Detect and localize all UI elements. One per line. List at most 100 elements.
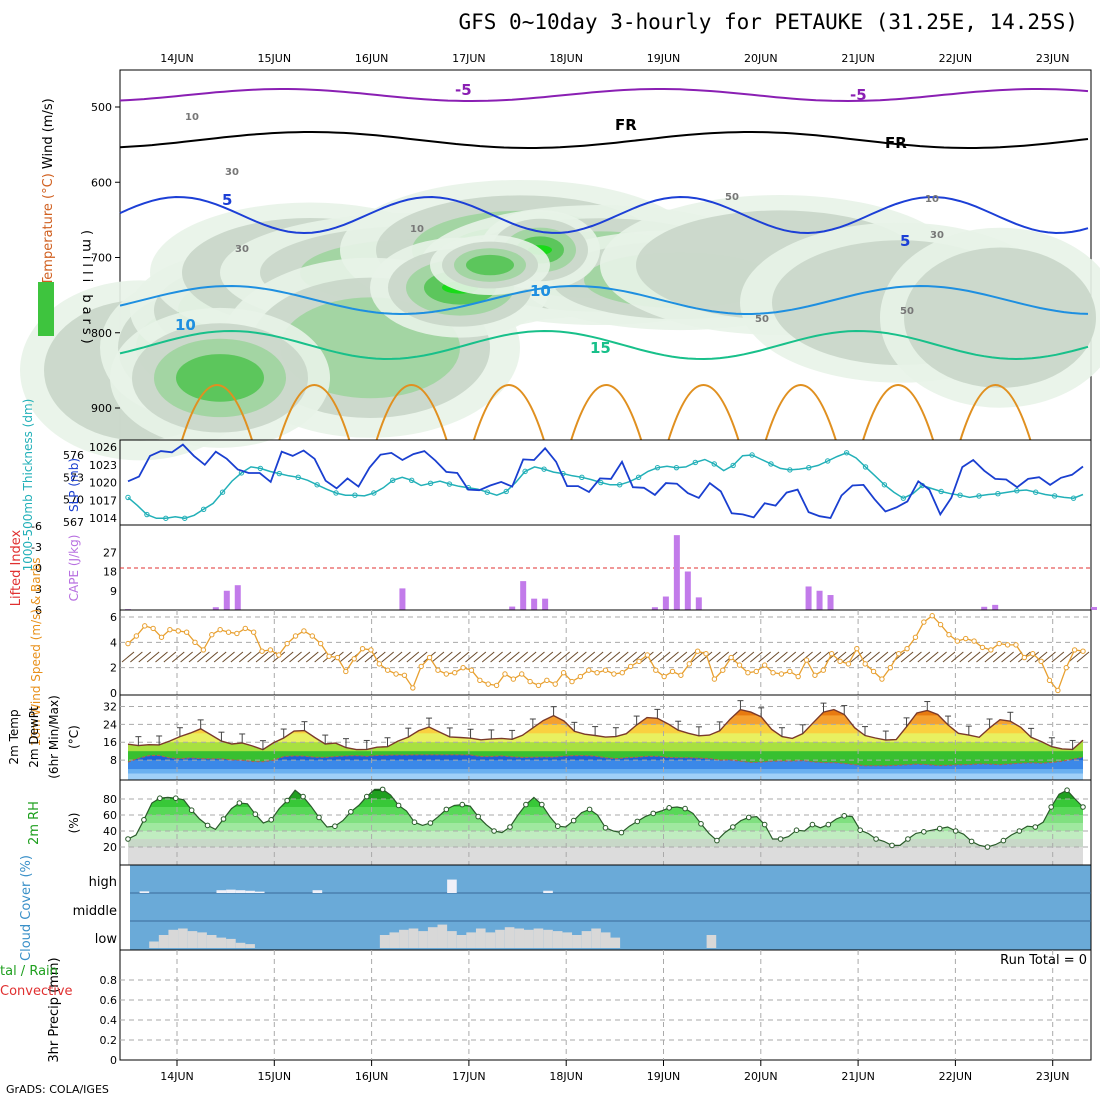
wind-barb — [247, 651, 260, 663]
cloud-low-bar — [706, 935, 717, 948]
cape-bar — [684, 571, 691, 610]
wind-barb — [934, 651, 947, 663]
rh-point — [634, 818, 641, 825]
rh-point — [761, 821, 768, 828]
cloud-level-low: low — [95, 932, 118, 947]
wind-speed-point — [1055, 687, 1061, 694]
wind-barb — [431, 651, 445, 663]
isotherm-20 — [764, 384, 837, 441]
ylabel-part: Wind (m/s) — [41, 98, 56, 169]
wind-speed-point — [1080, 648, 1086, 654]
wind-barb — [515, 651, 529, 663]
rh-shade — [904, 247, 1096, 388]
wind-barb — [197, 651, 210, 663]
wind-speed-point — [393, 671, 399, 677]
contour-label: 10 — [175, 316, 196, 334]
wind-speed-point — [1021, 654, 1028, 661]
rh-point — [618, 829, 625, 836]
wind-barb — [867, 651, 880, 663]
temp-ylabel-3: (6hr Min/Max) — [47, 695, 61, 779]
rh-point — [172, 795, 179, 802]
li-tick-label: 6 — [35, 604, 42, 617]
slp-tick-label: 1020 — [89, 477, 117, 490]
wind-speed-point — [309, 633, 315, 639]
wind-barb — [850, 651, 864, 663]
thickness-point — [635, 474, 642, 481]
millibars-label: (milli bars) — [79, 230, 94, 348]
rh-point — [984, 844, 991, 850]
thickness-point — [219, 489, 226, 495]
wind-barb — [691, 651, 704, 663]
wind-speed-point — [1063, 664, 1069, 671]
ylabel-part: Temperature (°C) — [41, 173, 56, 286]
wind-barb — [741, 651, 755, 663]
thickness-point — [503, 488, 509, 495]
isotherm-15 — [119, 329, 1089, 361]
wind-speed-point — [711, 676, 718, 682]
wind-speed-point — [594, 670, 600, 676]
cloud-low-bar — [187, 931, 198, 948]
thickness-point — [541, 466, 547, 472]
wind-speed-point — [1030, 651, 1036, 657]
cape-bar — [651, 607, 658, 610]
temp-ylabel-2: 2m DewPt — [27, 706, 41, 768]
wind-speed-point — [778, 671, 785, 677]
cape-bar — [531, 598, 538, 610]
contour-label: 10 — [410, 224, 424, 235]
cloud-low-bar — [524, 929, 534, 948]
wind-barb — [121, 651, 135, 663]
wind-speed-point — [359, 645, 366, 652]
wind-barb — [582, 651, 596, 663]
temp-tick-label: 24 — [103, 718, 117, 731]
wind-barb — [925, 651, 939, 663]
wind-speed-point — [787, 668, 793, 675]
wind-speed-point — [669, 668, 676, 675]
wind-barb — [314, 651, 327, 663]
wind-barb — [1043, 651, 1056, 663]
top-date-label: 16JUN — [355, 52, 389, 65]
rh-point — [252, 811, 259, 818]
wind-speed-point — [795, 673, 801, 680]
cape-bar — [662, 596, 669, 610]
wind-speed-point — [401, 672, 408, 678]
run-total-label: Run Total = 0 — [1000, 953, 1087, 968]
rh-point — [475, 813, 481, 820]
wind-barb — [498, 651, 512, 663]
wind-barb — [1076, 651, 1090, 663]
temp-tick-label: 32 — [103, 700, 117, 713]
rh-point — [141, 817, 147, 823]
thickness-point — [352, 492, 358, 498]
li-tick-label: -6 — [31, 520, 42, 533]
thickness-point — [995, 491, 1001, 497]
pressure-tick-label: 900 — [91, 402, 112, 415]
wind-speed-point — [946, 632, 952, 638]
thickness-point — [1033, 489, 1039, 495]
top-date-label: 17JUN — [452, 52, 486, 65]
cape-bar — [992, 604, 999, 610]
wind-speed-point — [1004, 642, 1011, 648]
thickness-point — [730, 462, 736, 469]
wind-barb — [389, 651, 403, 663]
freezing-level-line — [119, 131, 1089, 149]
wind-barb — [532, 651, 545, 663]
bottom-date-label: 16JUN — [355, 1070, 389, 1083]
cloud-low-bar — [168, 929, 179, 948]
thickness-point — [900, 495, 907, 501]
rh-shade — [466, 254, 514, 276]
wind-barb — [749, 651, 763, 663]
wind-barb — [414, 651, 428, 663]
rh-point — [1048, 804, 1054, 810]
wind-speed-point — [142, 623, 148, 629]
wind-barb — [766, 651, 780, 663]
pressure-tick-label: 700 — [91, 252, 112, 265]
cloud-high-bar — [447, 879, 457, 893]
wind-barb — [615, 651, 629, 663]
cloud-low-bar — [543, 929, 553, 948]
wind-speed-point — [971, 638, 977, 644]
wind-barb — [339, 651, 353, 663]
wind-speed-point — [636, 658, 642, 665]
rh-point — [125, 836, 131, 842]
wind-barb — [465, 651, 478, 663]
wind-tick-label: 6 — [110, 611, 117, 624]
